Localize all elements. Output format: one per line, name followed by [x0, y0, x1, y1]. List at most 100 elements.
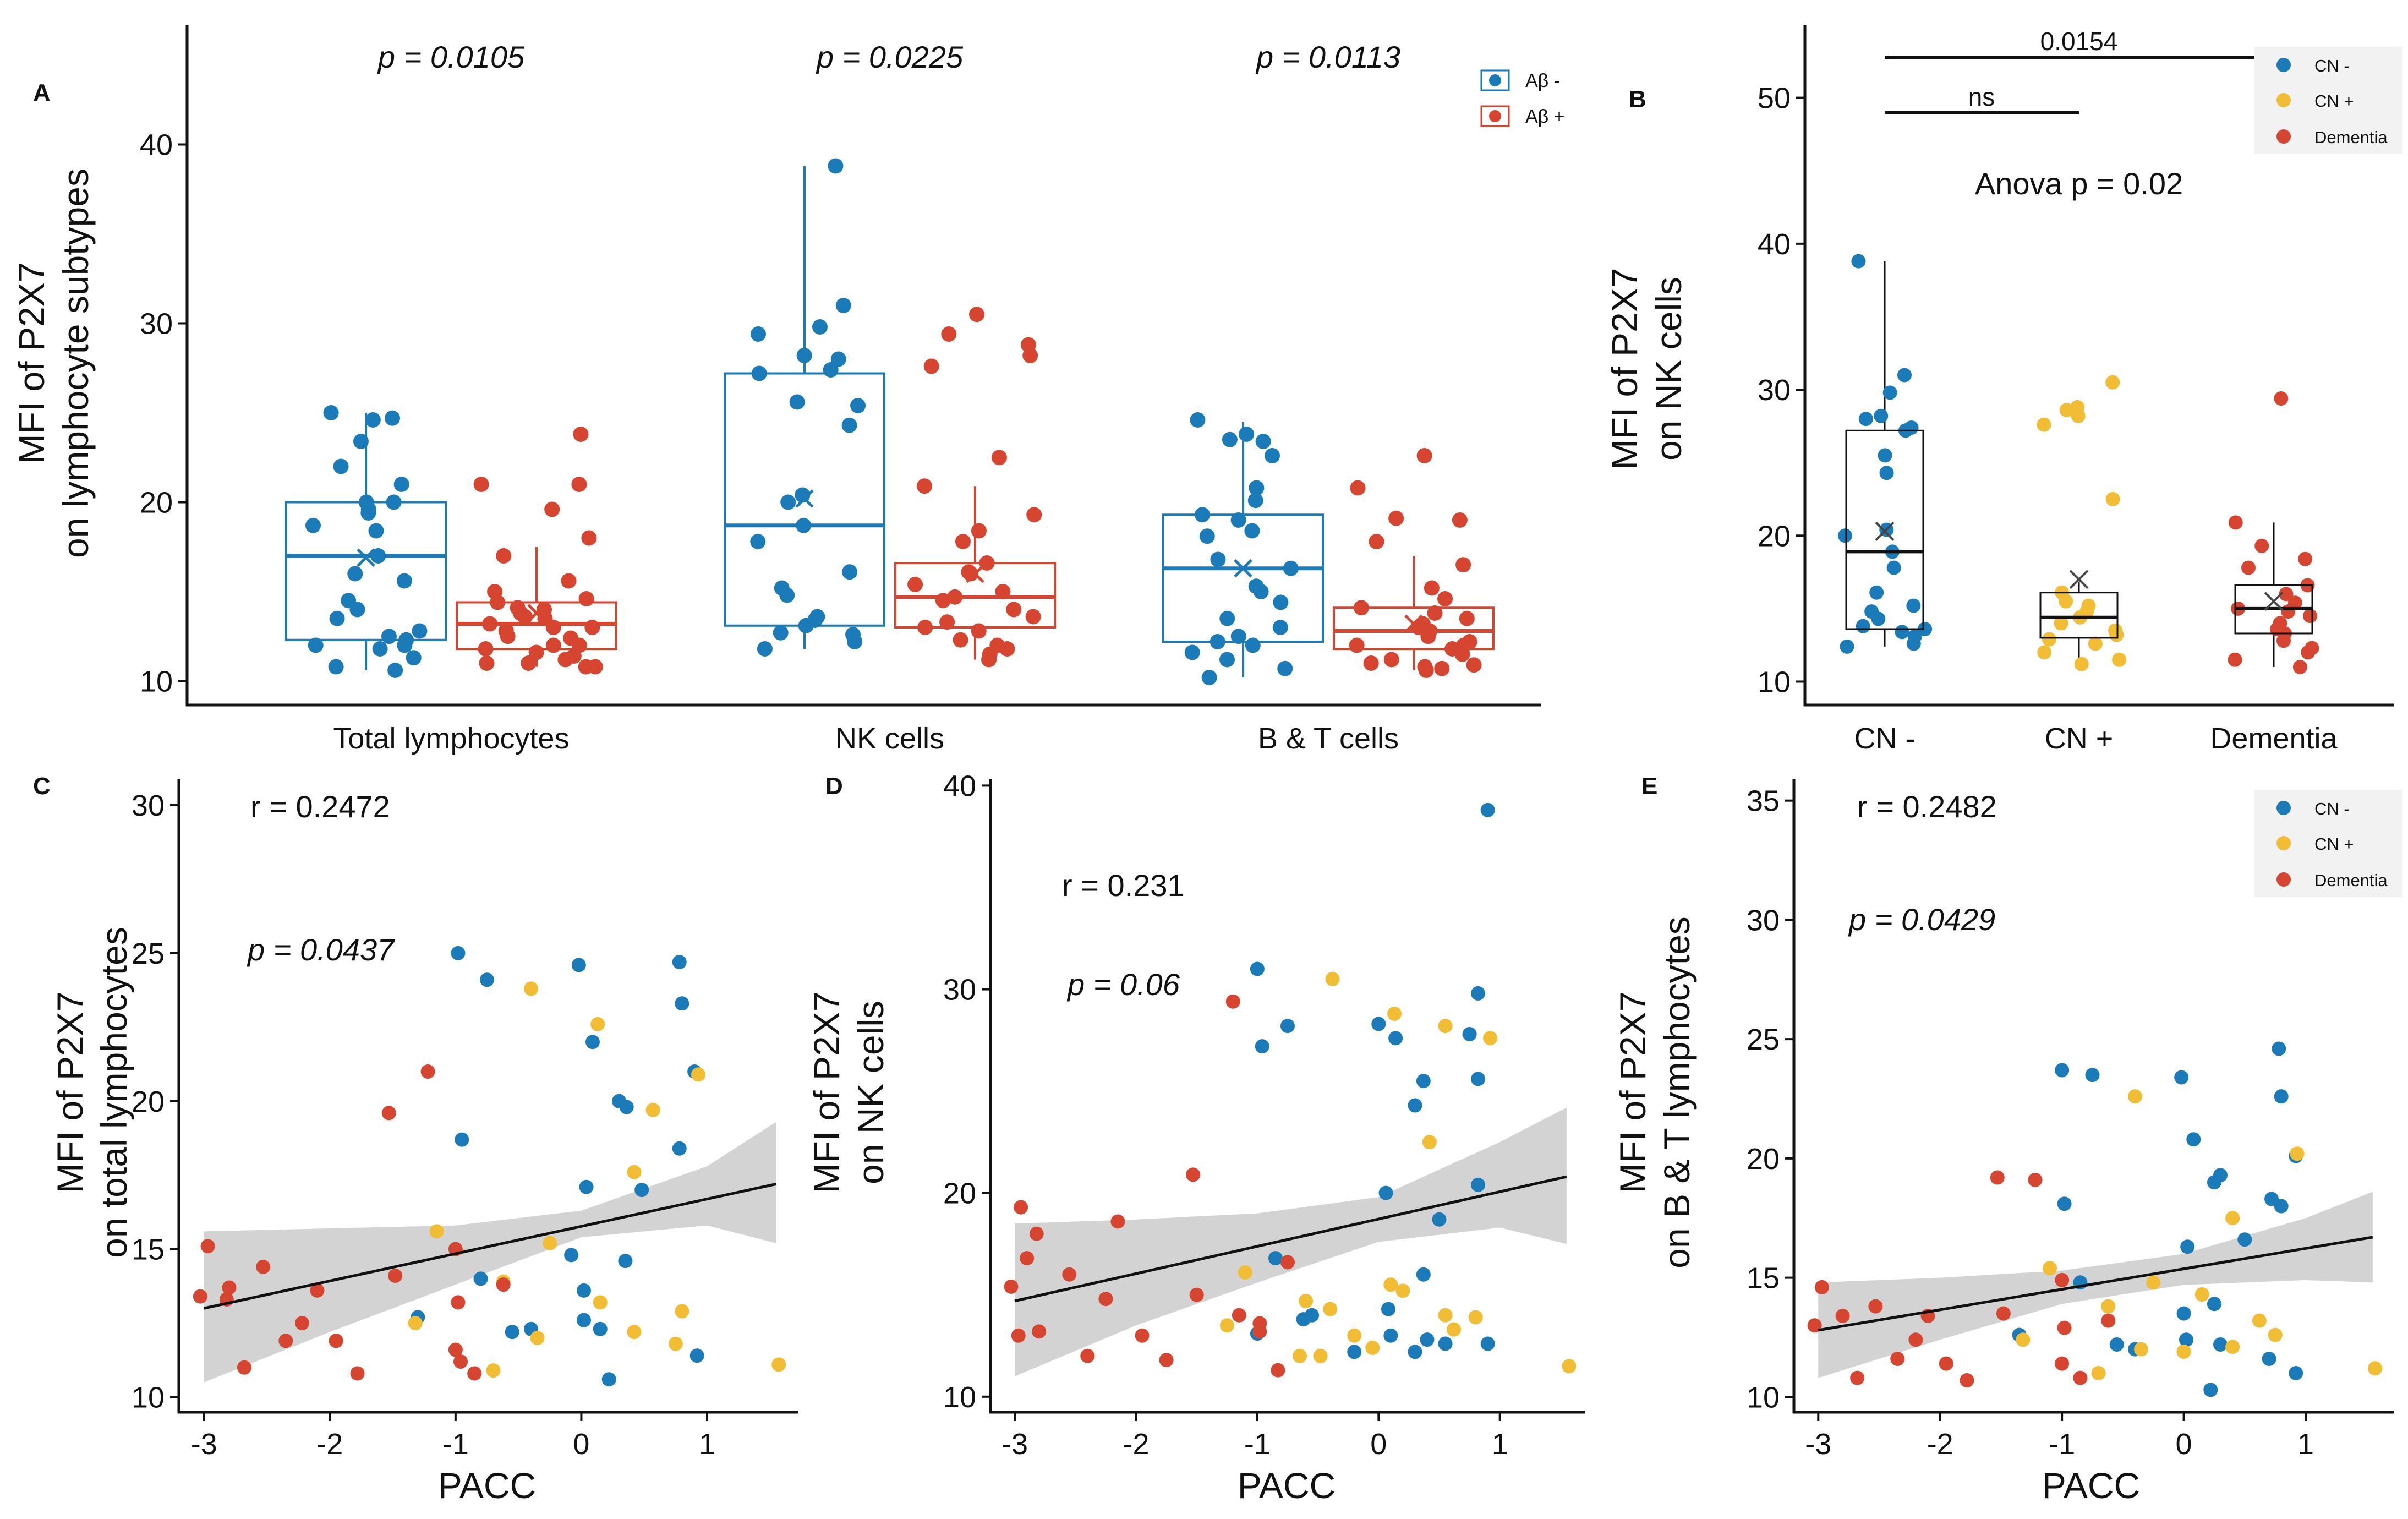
data-point	[328, 659, 344, 675]
data-point	[963, 566, 979, 582]
box-iqr	[1845, 429, 1924, 630]
data-point	[1408, 1345, 1422, 1359]
data-point	[1388, 1031, 1403, 1046]
data-point	[691, 1067, 705, 1082]
data-point	[585, 1035, 600, 1050]
data-point	[634, 1183, 649, 1198]
data-point	[1350, 480, 1366, 496]
data-point	[830, 351, 846, 367]
data-point	[780, 494, 796, 510]
data-point	[571, 958, 586, 972]
data-point	[1383, 1277, 1398, 1292]
data-point	[237, 1360, 251, 1375]
panel-letter-e: E	[1641, 773, 1657, 800]
data-point	[798, 618, 814, 633]
panel-c-x-ticks: -3 -2 -1 0 1	[191, 1412, 715, 1461]
legend-label-dementia: Dementia	[2314, 871, 2388, 890]
data-point	[1850, 1370, 1865, 1385]
y-tick-label: 10	[1758, 665, 1791, 698]
y-tick-label: 30	[1747, 904, 1780, 937]
y-tick-label: 10	[140, 665, 173, 698]
data-point	[1416, 1074, 1431, 1089]
data-point	[1247, 493, 1263, 509]
data-point	[1471, 986, 1486, 1001]
data-point	[2237, 1232, 2252, 1247]
data-point	[1371, 1017, 1386, 1031]
panel-letter-a: A	[33, 79, 51, 106]
panel-c-p-value: p = 0.0437	[247, 932, 395, 967]
mean-marker	[1234, 559, 1252, 578]
data-point	[2368, 1361, 2383, 1376]
data-point	[1006, 602, 1022, 618]
data-point	[2057, 1196, 2072, 1211]
panel-a-plot-area	[285, 158, 1495, 685]
data-point	[295, 1316, 309, 1331]
data-point	[200, 1239, 215, 1254]
x-tick-label: -3	[1001, 1428, 1028, 1461]
data-point	[2274, 391, 2289, 406]
data-point	[1858, 412, 1873, 427]
data-point	[1890, 1351, 1905, 1366]
data-point	[1299, 1293, 1314, 1308]
mean-marker	[966, 564, 984, 583]
data-point	[1253, 584, 1269, 599]
data-point	[1029, 1226, 1044, 1241]
data-point	[193, 1289, 207, 1304]
data-point	[1032, 1324, 1047, 1339]
y-tick-label: 10	[1747, 1381, 1780, 1414]
panel-d-y-title: MFI of P2X7 on NK cells	[806, 992, 891, 1194]
data-point	[1004, 1279, 1019, 1294]
data-point	[577, 1283, 591, 1298]
data-point	[480, 972, 494, 987]
data-point	[2276, 633, 2291, 648]
data-point	[1250, 961, 1265, 976]
data-point	[571, 477, 587, 492]
y-tick-label: 40	[943, 769, 976, 802]
panel-b-y-ticks: 10 20 30 40 50	[1758, 82, 1805, 698]
legend-dot-icon	[1489, 110, 1501, 122]
legend-label-cn-plus: CN +	[2314, 91, 2354, 111]
panel-e-r-value: r = 0.2482	[1857, 789, 1997, 824]
data-point	[397, 637, 413, 653]
panel-d-x-title: PACC	[1238, 1465, 1336, 1506]
data-point	[1837, 528, 1852, 543]
data-point	[2112, 652, 2127, 667]
data-point	[823, 362, 839, 378]
data-point	[796, 517, 812, 533]
data-point	[2254, 538, 2269, 553]
data-point	[668, 1336, 683, 1351]
data-point	[1420, 1332, 1435, 1347]
x-tick-label: -1	[442, 1428, 469, 1461]
data-point	[1347, 1345, 1362, 1359]
data-point	[675, 1304, 689, 1319]
data-point	[308, 637, 324, 653]
data-point	[349, 602, 365, 618]
data-point	[1882, 385, 1897, 400]
data-point	[2037, 645, 2052, 660]
legend-label-abeta-minus: Aβ -	[1525, 70, 1560, 91]
y-title-line1: MFI of P2X7	[1604, 268, 1645, 470]
data-point	[544, 501, 560, 517]
data-point	[2272, 1041, 2286, 1056]
data-point	[393, 477, 409, 492]
data-point	[941, 326, 957, 342]
data-point	[1878, 448, 1892, 463]
data-point	[757, 641, 773, 657]
p-value-bt: p = 0.0113	[1255, 40, 1400, 74]
data-point	[545, 620, 561, 635]
data-point	[2085, 1068, 2100, 1083]
panel-a-x-tick-labels: Total lymphocytes NK cells B & T cells	[333, 722, 1399, 755]
data-point	[593, 1321, 608, 1336]
data-point	[2055, 1063, 2070, 1078]
y-title-line2: on B & T lymphocytes	[1656, 916, 1697, 1269]
data-point	[368, 523, 384, 539]
data-point	[1210, 634, 1225, 649]
data-point	[750, 534, 766, 549]
data-point	[1468, 1310, 1483, 1325]
data-point	[2043, 1261, 2057, 1276]
data-point	[1080, 1348, 1095, 1363]
panel-d-p-value: p = 0.06	[1066, 967, 1180, 1002]
data-point	[1239, 427, 1255, 442]
data-point	[1245, 637, 1261, 653]
panel-d: D 10 20 30 40 -3 -2 -1 0 1 PACC MFI of P2X7 on …	[806, 769, 1585, 1506]
